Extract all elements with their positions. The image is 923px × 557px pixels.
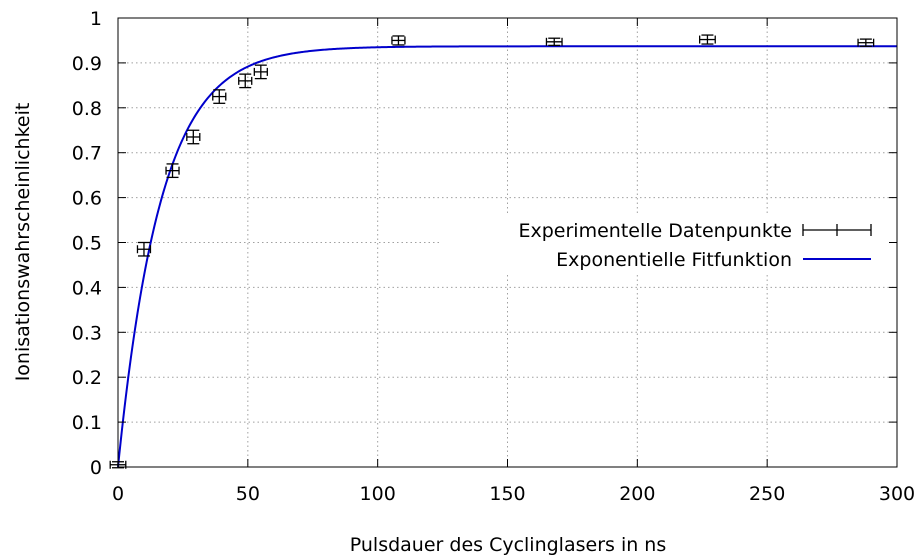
y-axis-label: Ionisationswahrscheinlichkeit: [12, 103, 34, 382]
y-tick-label: 1: [90, 8, 102, 30]
axes: [117, 17, 898, 468]
x-tick-label: 300: [879, 483, 915, 505]
data-point: [186, 129, 201, 145]
y-tick-label: 0.8: [72, 98, 102, 120]
legend-label-data-points: Experimentelle Datenpunkte: [519, 220, 793, 242]
fit-curve-layer: [117, 45, 897, 468]
y-tick-label: 0.5: [72, 233, 102, 255]
x-tick-label: 150: [489, 483, 525, 505]
y-tick-label: 0.6: [72, 188, 102, 210]
x-axis-label: Pulsdauer des Cyclinglasers in ns: [350, 534, 667, 556]
data-point: [212, 89, 227, 104]
data-point: [165, 163, 180, 179]
x-tick-label: 0: [112, 483, 124, 505]
y-tick-label: 0.2: [72, 367, 102, 389]
data-point: [253, 64, 268, 80]
plot-frame: [117, 17, 898, 468]
x-tick-label: 100: [360, 483, 396, 505]
y-tick-label: 0.4: [72, 277, 102, 299]
data-point: [238, 73, 253, 89]
y-tick-label: 0.1: [72, 412, 102, 434]
legend-symbol-data-points: [802, 224, 872, 236]
y-tick-label: 0: [90, 457, 102, 479]
legend: Experimentelle Datenpunkte Exponentielle…: [519, 220, 872, 271]
x-tick-label: 200: [619, 483, 655, 505]
legend-label-fit: Exponentielle Fitfunktion: [556, 249, 792, 271]
x-tick-label: 250: [749, 483, 785, 505]
fit-curve: [117, 45, 897, 468]
tick-labels: 0 50 100 150 200 250 300 0 0.1 0.2 0.3 0.4 0.5 0.6 0.7…: [72, 8, 915, 505]
data-point: [136, 241, 152, 257]
y-tick-label: 0.9: [72, 53, 102, 75]
data-point: [545, 37, 563, 47]
y-tick-label: 0.3: [72, 322, 102, 344]
data-point: [857, 38, 875, 47]
x-tick-label: 50: [236, 483, 260, 505]
data-point: [699, 34, 716, 45]
grid-lines: [118, 18, 897, 467]
y-tick-label: 0.7: [72, 143, 102, 165]
data-point: [391, 35, 406, 46]
